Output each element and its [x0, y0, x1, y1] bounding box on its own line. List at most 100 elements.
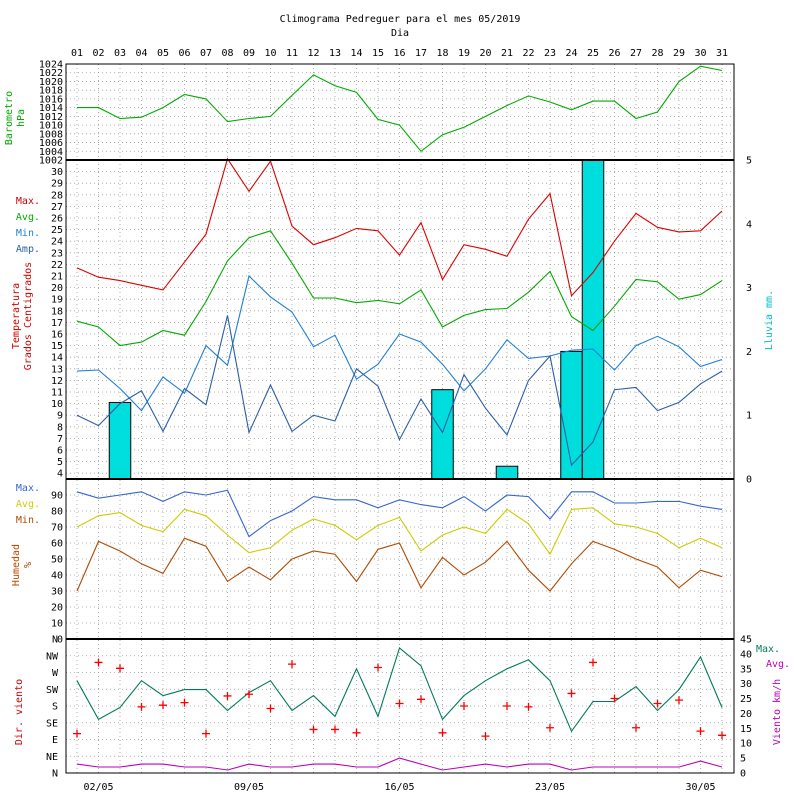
wind-dir-marker: [589, 658, 597, 667]
wind-dir-tick-label: S: [52, 702, 58, 713]
wind-dir-marker: [653, 699, 662, 708]
temp-legend-avg: Avg.: [16, 212, 40, 223]
day-tick-label: 20: [479, 48, 491, 59]
humidity-axis-title: Humedad: [11, 544, 22, 586]
rain-bar: [108, 401, 132, 480]
humidity-legend-max: Max.: [16, 483, 40, 494]
day-tick-label: 01: [71, 48, 83, 59]
wind-dir-marker: [460, 702, 468, 710]
day-tick-label: 27: [630, 48, 642, 59]
humidity-max-line: [76, 489, 723, 538]
wind-dir-marker: [73, 729, 81, 738]
temp-legend-amp: Amp.: [16, 244, 40, 255]
humidity-tick-label: 40: [51, 571, 63, 582]
rain-tick-label: 5: [746, 156, 752, 167]
pressure-tick-label: 1010: [39, 121, 63, 132]
day-tick-label: 12: [307, 48, 319, 59]
wind-dir-marker: [137, 702, 146, 711]
pressure-line: [77, 65, 723, 153]
temperature-tick-label: 26: [51, 214, 63, 225]
temp-legend-min: Min.: [16, 228, 40, 239]
wind-dir-tick-label: E: [52, 735, 58, 746]
humidity-tick-label: 10: [51, 619, 63, 630]
wind-dir-marker: [567, 689, 576, 698]
pressure-tick-label: 1012: [39, 112, 63, 123]
wind-dir-tick-label: N: [52, 769, 58, 780]
pressure-tick-label: 1022: [39, 68, 63, 79]
date-tick-label: 30/05: [685, 782, 715, 793]
temperature-tick-label: 7: [57, 434, 63, 445]
humidity-legend-min: Min.: [16, 515, 40, 526]
wind-speed-axis-title: Viento km/h: [772, 679, 783, 745]
day-tick-label: 02: [92, 48, 104, 59]
day-tick-label: 31: [716, 48, 728, 59]
wind-speed-tick-label: 30: [740, 679, 752, 690]
day-tick-label: 07: [200, 48, 212, 59]
temperature-tick-label: 24: [51, 237, 63, 248]
pressure-tick-label: 1020: [39, 77, 63, 88]
date-tick-label: 23/05: [535, 782, 565, 793]
day-tick-label: 06: [178, 48, 190, 59]
day-tick-label: 14: [350, 48, 362, 59]
temperature-tick-label: 14: [51, 353, 63, 364]
temperature-tick-label: 18: [51, 306, 63, 317]
temperature-tick-label: 6: [57, 446, 63, 457]
day-tick-label: 26: [608, 48, 620, 59]
wind-dir-tick-label: NW: [46, 651, 59, 662]
rain-bar: [495, 465, 519, 480]
temperature-tick-label: 28: [51, 190, 63, 201]
wind-dir-marker: [632, 723, 640, 732]
temperature-tick-label: 30: [51, 167, 63, 178]
wind-dir-tick-label: SE: [46, 718, 58, 729]
temperature-tick-label: 21: [51, 272, 63, 283]
rain-tick-label: 2: [746, 347, 752, 358]
wind-speed-tick-label: 25: [740, 694, 752, 705]
wind-speed-tick-label: 10: [740, 739, 752, 750]
wind-dir-marker: [395, 699, 404, 708]
temperature-tick-label: 20: [51, 283, 63, 294]
wind-speed-tick-label: 35: [740, 664, 752, 675]
day-tick-label: 17: [415, 48, 427, 59]
day-tick-label: 10: [264, 48, 276, 59]
wind-dir-marker: [524, 702, 533, 711]
wind-dir-marker: [94, 658, 103, 667]
pressure-tick-label: 1002: [39, 156, 63, 167]
wind-dir-marker: [503, 702, 511, 710]
day-tick-label: 08: [221, 48, 233, 59]
humidity-tick-label: 30: [51, 587, 63, 598]
wind-dir-marker: [718, 731, 726, 740]
pressure-tick-label: 1014: [39, 103, 63, 114]
day-tick-label: 04: [135, 48, 147, 59]
temperature-tick-label: 25: [51, 225, 63, 236]
wind-dir-axis-title: Dir. viento: [14, 679, 25, 745]
temperature-tick-label: 5: [57, 457, 63, 468]
temperature-tick-label: 16: [51, 330, 63, 341]
temperature-tick-label: 22: [51, 260, 63, 271]
date-tick-label: 16/05: [384, 782, 414, 793]
wind-dir-marker: [675, 696, 683, 705]
chart-title: Climograma Pedreguer para el mes 05/2019: [280, 14, 521, 25]
wind-dir-tick-label: SW: [46, 685, 59, 696]
pressure-tick-label: 1024: [39, 60, 63, 71]
wind-speed-tick-label: 40: [740, 649, 752, 660]
wind-dir-marker: [374, 663, 382, 672]
pressure-tick-label: 1004: [39, 147, 63, 158]
rain-tick-label: 3: [746, 283, 752, 294]
wind-dir-marker: [352, 728, 361, 737]
day-tick-label: 11: [286, 48, 298, 59]
wind-dir-marker: [202, 729, 210, 738]
pressure-tick-label: 1016: [39, 94, 63, 105]
wind-speed-tick-label: 15: [740, 724, 752, 735]
day-tick-label: 28: [651, 48, 663, 59]
day-tick-label: 25: [587, 48, 599, 59]
wind-dir-marker: [331, 725, 339, 734]
temp-legend-max: Max.: [16, 196, 40, 207]
wind-dir-marker: [266, 704, 275, 713]
wind-dir-marker: [288, 660, 296, 669]
wind-dir-marker: [696, 727, 705, 736]
wind-dir-marker: [180, 698, 189, 707]
date-tick-label: 02/05: [83, 782, 113, 793]
humidity-tick-label: 0: [57, 635, 63, 646]
date-tick-label: 09/05: [234, 782, 264, 793]
